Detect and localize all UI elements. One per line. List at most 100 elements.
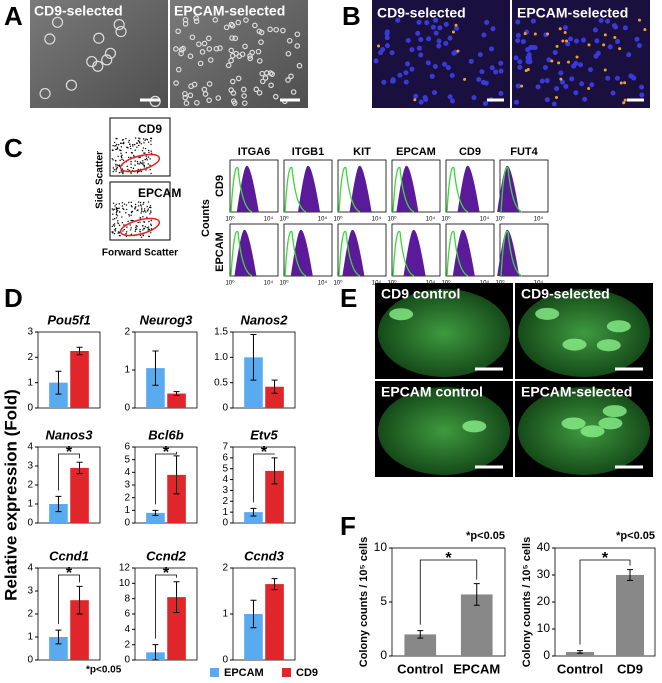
histogram-control: [500, 166, 523, 213]
nucleus: [384, 29, 390, 35]
nucleus: [390, 77, 396, 83]
nucleus: [605, 18, 611, 24]
error-bar: [271, 578, 278, 591]
event: [111, 208, 113, 210]
cell: [231, 100, 238, 106]
nucleus: [610, 90, 616, 96]
axis-label: Forward Scatter: [102, 248, 178, 259]
panel-label: D: [4, 283, 23, 313]
significance-bracket: [155, 574, 177, 639]
event: [131, 206, 133, 208]
image-title: EPCAM control: [381, 384, 483, 400]
event: [150, 211, 152, 213]
event: [139, 221, 141, 223]
error-bar: [271, 457, 278, 485]
nucleus: [614, 75, 620, 81]
cell: [113, 18, 125, 31]
event: [126, 226, 128, 228]
error-bar: [55, 495, 62, 513]
event: [139, 201, 142, 204]
cell: [285, 77, 291, 83]
event: [122, 171, 124, 174]
event: [130, 152, 133, 154]
event: [139, 138, 141, 140]
y-tick-label: 5: [124, 454, 130, 465]
cell: [280, 27, 286, 34]
histogram-fill: [457, 165, 480, 212]
cell: [196, 41, 202, 47]
cell: [201, 40, 208, 47]
y-tick-label: 2: [124, 327, 130, 338]
event: [120, 146, 123, 148]
event: [140, 212, 142, 214]
stain: [623, 98, 627, 102]
event: [147, 226, 150, 228]
hist-tick: 10⁴: [534, 216, 544, 223]
event: [113, 141, 116, 144]
cell: [267, 26, 273, 33]
y-tick-label: 3: [222, 485, 228, 496]
cell: [193, 15, 199, 21]
event: [150, 152, 153, 155]
y-tick-label: 2: [27, 609, 33, 620]
significance-bracket: [579, 559, 631, 645]
event: [115, 213, 118, 216]
nucleus: [484, 19, 490, 25]
event: [136, 160, 139, 163]
event: [130, 147, 132, 150]
cell: [268, 82, 274, 89]
event: [136, 142, 138, 144]
event: [150, 143, 152, 146]
nucleus: [476, 76, 482, 82]
event: [120, 156, 123, 159]
event: [149, 168, 151, 171]
cell: [229, 22, 236, 29]
stain: [587, 43, 591, 47]
event: [118, 224, 121, 227]
legend-swatch: [210, 668, 219, 677]
event: [123, 141, 125, 144]
y-tick-label: 1: [27, 499, 33, 510]
event: [138, 163, 140, 165]
event: [130, 201, 132, 204]
event: [137, 205, 140, 207]
event: [125, 204, 128, 206]
cell: [187, 53, 194, 60]
bar: [167, 597, 186, 660]
cell: [252, 22, 258, 29]
nucleus: [568, 36, 574, 42]
y-tick-label: 20: [537, 594, 551, 608]
cell: [199, 49, 206, 55]
error-bar: [76, 346, 83, 356]
event: [118, 234, 121, 237]
nucleus: [397, 72, 403, 78]
nucleus: [581, 37, 587, 43]
event: [114, 228, 116, 231]
nucleus: [430, 24, 436, 30]
bar: [265, 386, 284, 408]
cell: [206, 81, 213, 87]
nucleus: [380, 47, 386, 53]
y-axis-label: Colony counts / 10⁵ cells: [358, 537, 370, 667]
nucleus: [573, 90, 579, 96]
event: [123, 224, 125, 226]
stain: [561, 39, 565, 43]
nucleus: [535, 84, 541, 90]
nucleus: [589, 82, 595, 88]
event: [134, 137, 137, 139]
event: [125, 232, 127, 235]
nucleus: [418, 52, 424, 58]
image-title: CD9-selected: [377, 5, 466, 21]
event: [113, 169, 116, 171]
colony: [580, 425, 605, 438]
cell: [242, 43, 248, 50]
hist-tick: 10⁴: [372, 216, 382, 223]
significance-star: *: [66, 565, 73, 582]
nucleus: [573, 38, 579, 44]
cell: [86, 55, 98, 68]
event: [112, 213, 114, 215]
cell: [178, 46, 185, 53]
cell: [229, 35, 235, 41]
cell: [286, 37, 293, 44]
event: [131, 144, 134, 146]
